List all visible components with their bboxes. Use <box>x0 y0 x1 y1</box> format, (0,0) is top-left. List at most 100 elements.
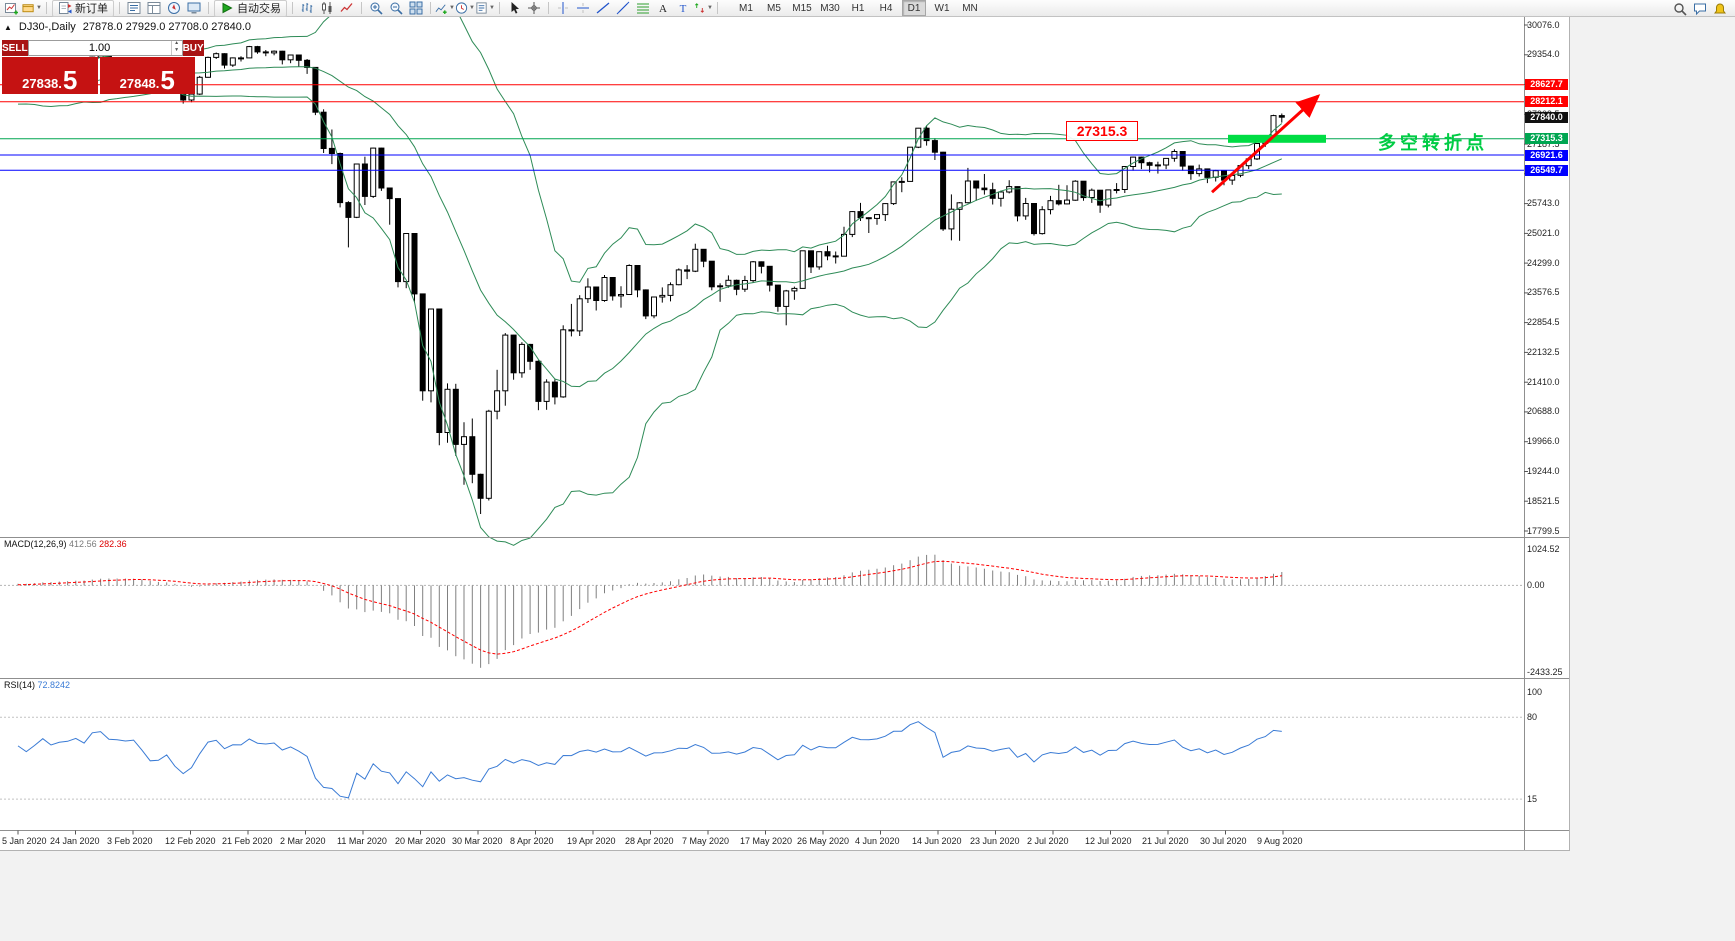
one-click-trading-panel: SELL ▲ ▼ BUY 27838. 5 27848. 5 <box>2 40 204 95</box>
chart-line-icon[interactable] <box>337 1 357 16</box>
one-click-toggle-icon[interactable]: ▲ <box>4 22 12 32</box>
horizontal-line-icon[interactable] <box>573 1 593 16</box>
fibonacci-icon[interactable] <box>633 1 653 16</box>
cursor-icon-glyph <box>511 2 519 14</box>
toolbar-right-icons <box>1670 1 1730 16</box>
volume-increase-arrow[interactable]: ▲ <box>174 40 180 46</box>
support-zone-bar[interactable] <box>1228 134 1326 143</box>
bollinger-lower-band[interactable] <box>17 89 1282 546</box>
dropdown-arrow-icon: ▼ <box>449 5 455 11</box>
macd-signal-line <box>17 560 1282 655</box>
channel-icon-glyph <box>616 1 630 15</box>
sell-price-pip: 5 <box>62 64 78 95</box>
vertical-line-icon[interactable] <box>553 1 573 16</box>
notifications-icon[interactable] <box>1710 1 1730 16</box>
dropdown-arrow-icon: ▼ <box>36 5 42 11</box>
fibonacci-icon-glyph <box>637 3 649 14</box>
sell-price-main: 27838. <box>22 75 62 91</box>
chart-candles-icon[interactable] <box>317 1 337 16</box>
buy-price-main: 27848. <box>119 75 160 91</box>
arrow-objects-icon[interactable]: ▼ <box>693 1 713 16</box>
toolbar-separator <box>717 2 718 14</box>
toolbar-separator <box>430 2 431 14</box>
macd-histogram <box>17 554 1283 668</box>
indicators-list-icon[interactable]: ▼ <box>435 1 455 16</box>
chart-ohlc-values: 27878.0 27929.0 27708.0 27840.0 <box>82 21 251 33</box>
svg-text:T: T <box>680 3 687 15</box>
navigator-icon[interactable] <box>164 1 184 16</box>
templates-icon[interactable]: ▼ <box>475 1 495 16</box>
sell-button[interactable]: SELL <box>2 40 28 56</box>
candlesticks <box>15 45 1285 514</box>
timeframe-buttons: M1 M5 M15 M30 H1 H4 D1 W1 MN <box>732 0 984 16</box>
search-icon[interactable] <box>1670 1 1690 16</box>
new-chart-icon[interactable] <box>2 1 22 16</box>
sell-price-button[interactable]: 27838. 5 <box>2 57 98 94</box>
zoom-in-icon-glyph <box>370 2 383 15</box>
arrow-objects-icon-glyph <box>695 3 705 13</box>
zoom-in-icon[interactable] <box>366 1 386 16</box>
timeframes-icon-glyph <box>455 2 468 14</box>
chart-bars-icon[interactable] <box>297 1 317 16</box>
data-window-icon-glyph <box>147 2 161 14</box>
turning-point-label[interactable]: 多空转折点 <box>1378 133 1488 153</box>
crosshair-icon[interactable] <box>524 1 544 16</box>
timeframe-M15[interactable]: M15 <box>792 2 812 14</box>
timeframe-H4[interactable]: H4 <box>879 2 893 14</box>
timeframe-MN[interactable]: MN <box>962 2 978 14</box>
toolbar-separator <box>46 2 47 14</box>
trend-arrow[interactable] <box>1210 94 1321 194</box>
chat-icon[interactable] <box>1690 1 1710 16</box>
chart-info-line: ▲ DJ30-,Daily 27878.0 27929.0 27708.0 27… <box>4 21 251 33</box>
rsi-name: RSI(14) <box>4 680 36 690</box>
autotrading-button-glyph <box>222 2 233 14</box>
terminal-icon-glyph <box>187 2 201 14</box>
macd-main-value: 412.56 <box>69 539 97 549</box>
macd-signal-value: 282.36 <box>99 539 127 549</box>
chart-line-icon-glyph <box>340 3 353 12</box>
price-annotation-callout[interactable]: 27315.3 <box>1066 121 1138 141</box>
volume-input[interactable] <box>28 41 171 55</box>
timeframe-M30[interactable]: M30 <box>820 2 840 14</box>
buy-price-button[interactable]: 27848. 5 <box>99 57 195 95</box>
bollinger-middle-band[interactable] <box>17 66 1282 388</box>
autotrading-button-label: 自动交易 <box>237 3 281 15</box>
dropdown-arrow-icon: ▼ <box>469 5 475 11</box>
volume-field: ▲ ▼ <box>27 40 183 56</box>
volume-decrease-arrow[interactable]: ▼ <box>174 47 180 53</box>
market-watch-icon[interactable] <box>124 1 144 16</box>
svg-text:A: A <box>659 3 667 15</box>
buy-button[interactable]: BUY <box>182 40 204 56</box>
autotrading-button[interactable]: 自动交易 <box>214 0 287 17</box>
timeframes-icon[interactable]: ▼ <box>455 1 475 16</box>
data-window-icon[interactable] <box>144 1 164 16</box>
templates-icon-glyph <box>476 2 487 14</box>
timeframe-M5[interactable]: M5 <box>767 2 781 14</box>
zoom-out-icon[interactable] <box>386 1 406 16</box>
volume-spinner: ▲ ▼ <box>170 40 182 55</box>
new-order-button-label: 新订单 <box>75 3 108 15</box>
rsi-line <box>17 721 1282 799</box>
timeframe-W1[interactable]: W1 <box>934 2 950 14</box>
trendline-icon-glyph <box>596 2 610 14</box>
trendline-icon[interactable] <box>593 1 613 16</box>
toolbar-separator <box>292 2 293 14</box>
new-order-button[interactable]: 新订单 <box>52 0 114 17</box>
chart-canvas <box>0 17 1569 850</box>
profiles-icon[interactable]: ▼ <box>22 1 42 16</box>
dropdown-arrow-icon: ▼ <box>707 5 713 11</box>
cursor-icon[interactable] <box>504 1 524 16</box>
chat-icon-glyph <box>1694 3 1706 15</box>
toolbar-separator <box>361 2 362 14</box>
channel-icon[interactable] <box>613 1 633 16</box>
text-label-icon[interactable]: T <box>673 1 693 16</box>
timeframe-D1[interactable]: D1 <box>902 0 926 16</box>
timeframe-M1[interactable]: M1 <box>739 2 753 14</box>
indicators-list-icon-glyph <box>435 4 447 15</box>
tile-windows-icon[interactable] <box>406 1 426 16</box>
notifications-icon-glyph <box>1714 2 1726 13</box>
terminal-icon[interactable] <box>184 1 204 16</box>
buy-price-pip: 5 <box>160 64 175 95</box>
timeframe-H1[interactable]: H1 <box>851 2 865 14</box>
text-icon[interactable]: A <box>653 1 673 16</box>
